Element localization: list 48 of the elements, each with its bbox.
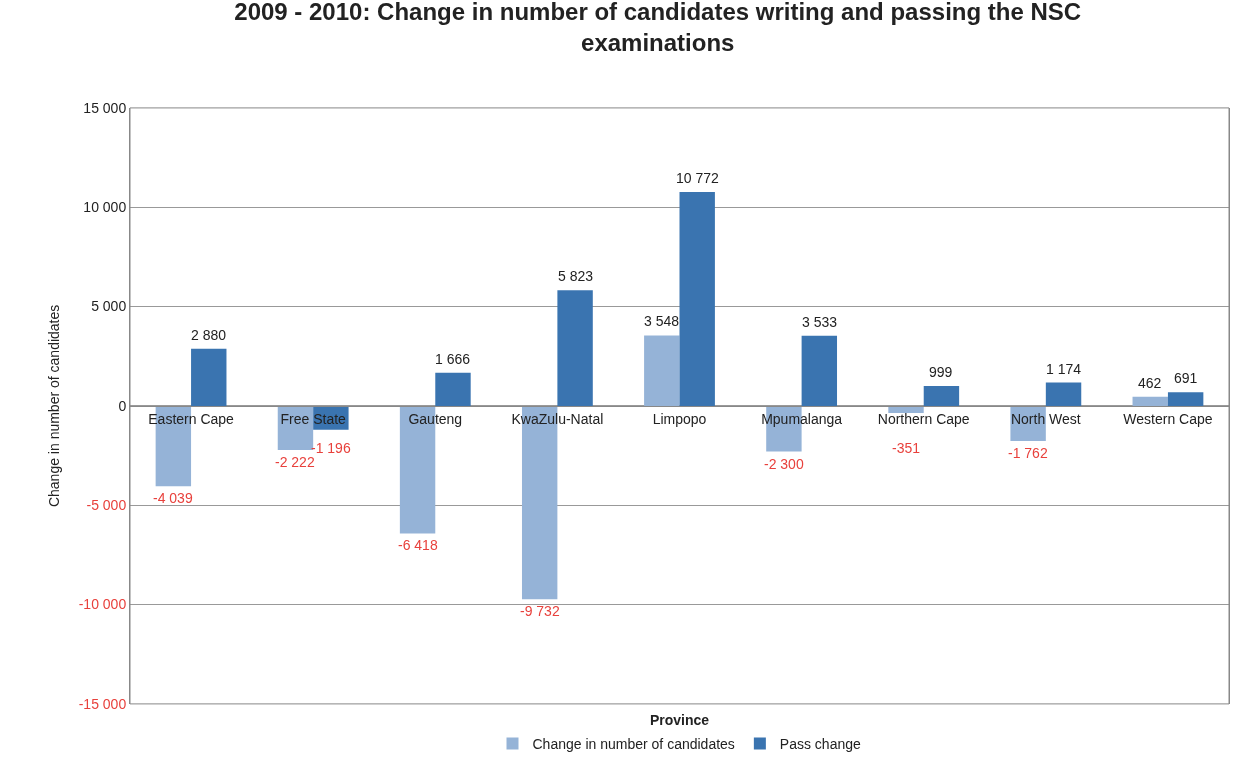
bar (435, 372, 471, 406)
bar (1132, 396, 1168, 406)
data-label: 462 (1138, 375, 1162, 391)
data-label: 3 533 (802, 314, 838, 330)
x-tick-label: Limpopo (652, 410, 707, 427)
y-tick-label: 5 000 (91, 298, 127, 315)
data-label: 1 174 (1046, 361, 1082, 377)
data-label: 999 (929, 364, 953, 380)
bar (1167, 392, 1204, 406)
bar (644, 335, 680, 406)
x-axis-title: Province (650, 712, 710, 728)
x-tick-label: Gauteng (408, 410, 463, 427)
bar (1045, 382, 1082, 406)
data-label: -6 418 (398, 537, 438, 553)
y-tick-label: -15 000 (78, 695, 127, 712)
y-axis-title: Change in number of candidates (46, 304, 63, 508)
data-label: 1 666 (435, 351, 471, 367)
data-label: 5 823 (558, 268, 594, 284)
data-label: -9 732 (520, 603, 560, 619)
data-label: -2 300 (764, 456, 804, 472)
bar (923, 386, 960, 406)
data-label: -1 196 (311, 440, 351, 456)
x-tick-label: Mpumalanga (761, 410, 843, 427)
bar (801, 335, 838, 406)
y-tick-label: 15 000 (83, 99, 127, 116)
data-label: -4 039 (153, 490, 193, 506)
y-tick-label: -5 000 (86, 497, 127, 514)
bar (557, 290, 593, 406)
data-label: 3 548 (644, 313, 680, 329)
y-tick-label: -10 000 (78, 596, 127, 613)
x-tick-label: Free State (280, 410, 347, 427)
x-tick-label: Western Cape (1123, 410, 1213, 427)
legend-label: Change in number of candidates (532, 736, 735, 753)
bar (679, 191, 715, 406)
x-tick-label: Northern Cape (877, 410, 970, 427)
data-label: 10 772 (676, 170, 720, 186)
data-label: -351 (892, 440, 921, 456)
data-label: 2 880 (191, 327, 227, 343)
data-label: -1 762 (1008, 445, 1048, 461)
bar (191, 348, 227, 406)
data-label: 691 (1174, 370, 1198, 386)
x-tick-label: North West (1010, 410, 1081, 427)
y-tick-label: 0 (118, 397, 127, 414)
chart-title: 2009 - 2010: Change in number of candidates writing and passing the NSC examinations (234, 0, 1082, 56)
legend-label: Pass change (779, 736, 862, 753)
data-label: -2 222 (275, 454, 315, 470)
x-tick-label: KwaZulu-Natal (511, 410, 604, 427)
y-tick-label: 10 000 (83, 199, 127, 216)
